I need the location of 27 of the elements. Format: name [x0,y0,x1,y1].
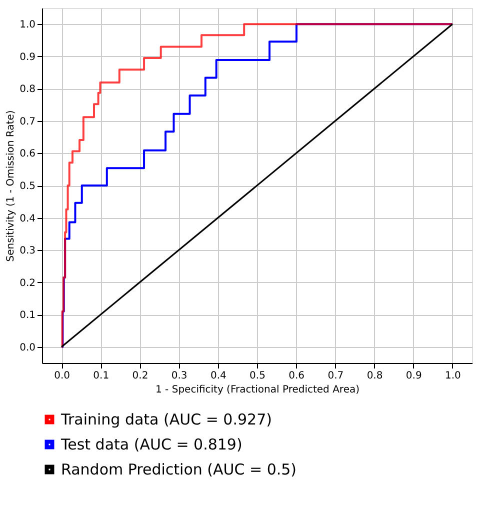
y-tick-label: 1.0 [20,20,36,31]
x-tick-label: 0.9 [406,370,422,382]
y-tick-label: 0.1 [20,310,36,322]
y-tick-label: 0.4 [20,213,36,224]
x-axis-title: 1 - Specificity (Fractional Predicted Area) [156,384,360,396]
x-tick-label: 0.3 [171,370,188,382]
y-tick-label: 0.2 [20,278,36,289]
x-tick-label: 0.5 [250,370,266,382]
legend-label: Training data (AUC = 0.927) [60,410,272,428]
y-tick-label: 0.0 [20,342,36,354]
legend-label: Test data (AUC = 0.819) [60,436,242,454]
y-tick-label: 0.5 [20,181,36,192]
y-axis-title: Sensitivity (1 - Omission Rate) [6,110,17,262]
y-tick-label: 0.7 [20,116,36,128]
y-tick-label: 0.6 [20,148,36,160]
y-tick-label: 0.8 [20,84,36,96]
x-tick-label: 1.0 [445,370,461,382]
x-tick-label: 0.4 [210,370,226,382]
y-tick-label: 0.9 [20,52,36,63]
x-tick-label: 0.0 [54,370,70,382]
x-tick-label: 0.8 [366,370,383,382]
x-tick-label: 0.7 [328,370,344,382]
legend-label: Random Prediction (AUC = 0.5) [61,460,297,478]
x-tick-label: 0.6 [288,370,305,382]
y-tick-label: 0.3 [20,246,36,257]
x-tick-label: 0.1 [93,370,110,382]
x-tick-label: 0.2 [132,370,148,382]
